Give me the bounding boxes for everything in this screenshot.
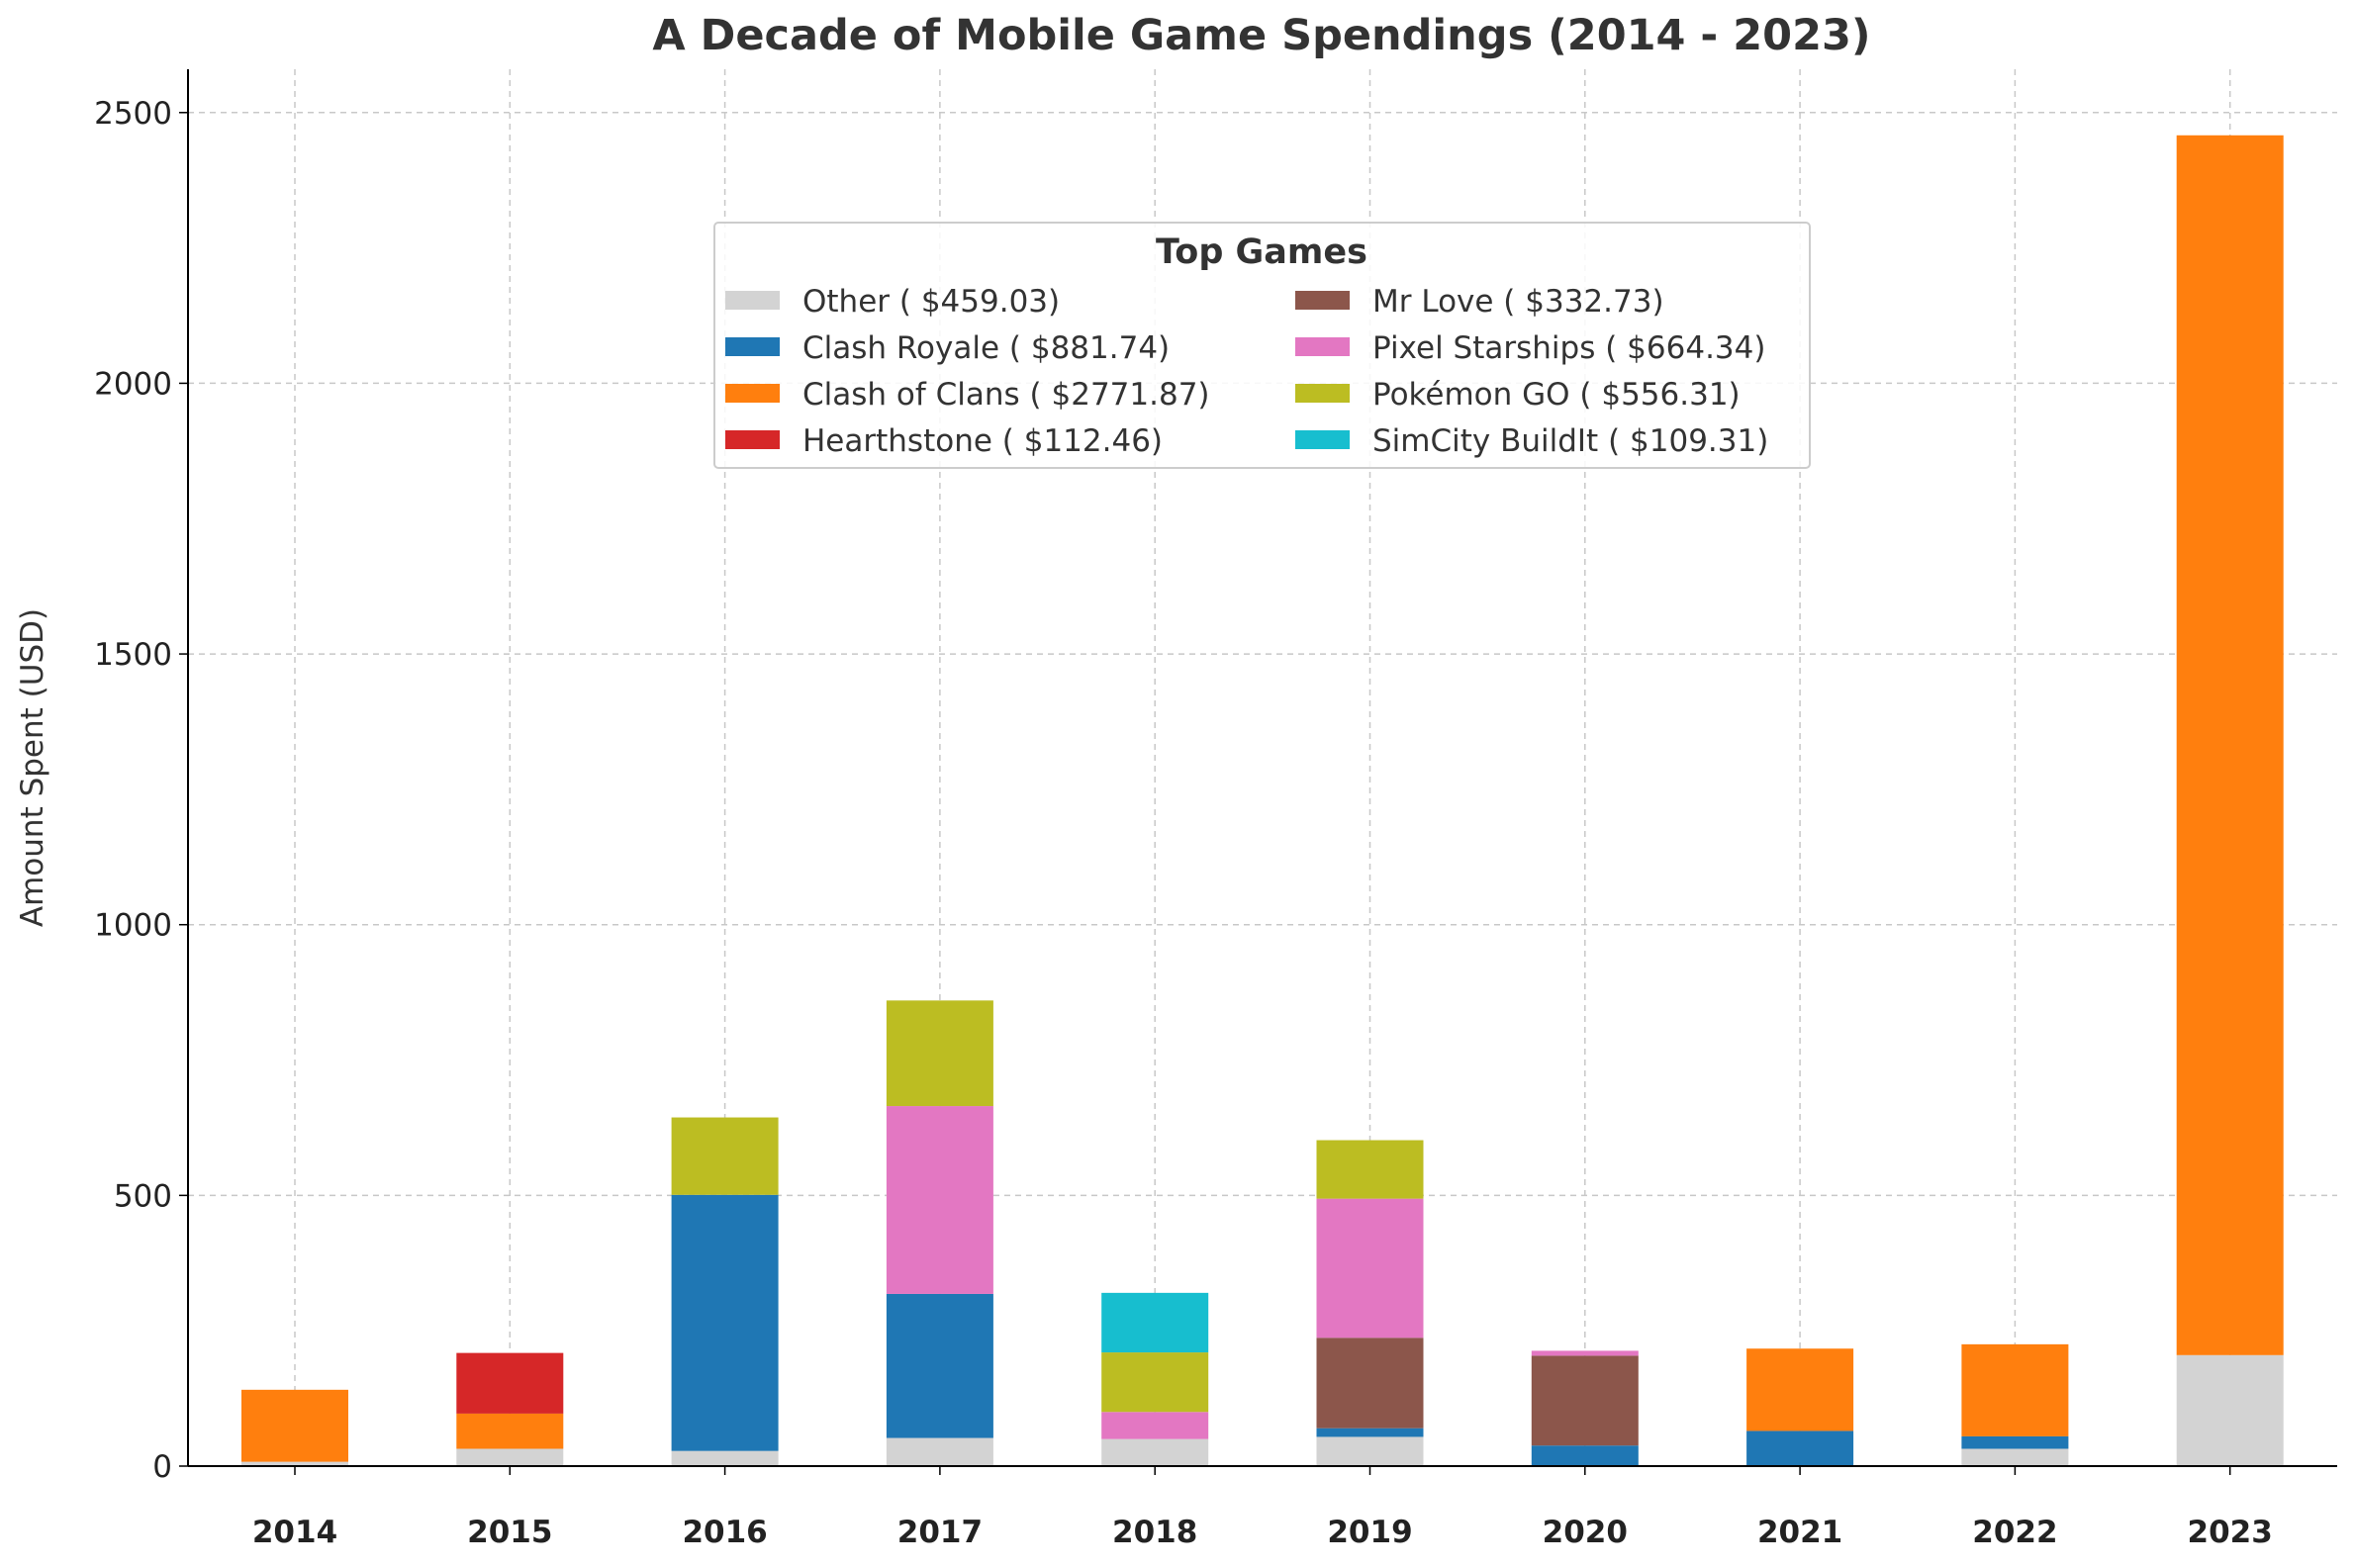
y-tick-label: 500 <box>114 1178 172 1214</box>
legend-swatch <box>1295 291 1350 310</box>
bar-segment <box>1531 1445 1639 1466</box>
x-tick-label: 2020 <box>1543 1515 1628 1550</box>
legend-label: Other ( $459.03) <box>802 284 1060 320</box>
x-tick-label: 2022 <box>1972 1515 2057 1550</box>
x-tick-label: 2018 <box>1112 1515 1197 1550</box>
y-tick-label: 1500 <box>94 637 172 673</box>
x-tick-labels: 2014 2015 2016 2017 2018 2019 2020 2021 2022 2023 <box>252 1466 2273 1550</box>
bar-segment <box>2176 1354 2284 1466</box>
bar-segment <box>886 1437 993 1466</box>
bar-segment <box>1531 1355 1639 1446</box>
legend-label: Hearthstone ( $112.46) <box>802 423 1163 459</box>
x-tick-label: 2016 <box>682 1515 767 1550</box>
bar-segment <box>456 1413 564 1449</box>
chart-title: A Decade of Mobile Game Spendings (2014 … <box>652 11 1870 60</box>
x-tick-label: 2015 <box>467 1515 552 1550</box>
legend-swatch <box>725 430 780 449</box>
x-tick-label: 2021 <box>1757 1515 1842 1550</box>
bar-segment <box>1316 1140 1424 1199</box>
legend-box <box>713 222 1811 469</box>
bar-segment <box>671 1194 779 1451</box>
bar-segment <box>886 1106 993 1294</box>
bar-segment <box>241 1461 348 1466</box>
bar-segment <box>886 1293 993 1438</box>
legend-label: Clash of Clans ( $2771.87) <box>802 377 1210 413</box>
bar-segment <box>886 1000 993 1107</box>
legend-items: Other ( $459.03) Clash Royale ( $881.74) C… <box>725 284 1768 459</box>
legend-swatch <box>725 384 780 403</box>
legend-title: Top Games <box>1156 232 1367 272</box>
legend-label: SimCity BuildIt ( $109.31) <box>1372 423 1768 459</box>
bar-segment <box>1531 1350 1639 1356</box>
x-tick-label: 2023 <box>2188 1515 2273 1550</box>
y-axis-label: Amount Spent (USD) <box>15 608 50 927</box>
bar-segment <box>241 1389 348 1462</box>
bar-segment <box>1316 1428 1424 1437</box>
legend-label: Pokémon GO ( $556.31) <box>1372 377 1741 413</box>
bar-segment <box>456 1448 564 1466</box>
bar-segment <box>1316 1198 1424 1338</box>
bar-segment <box>671 1117 779 1195</box>
axes-layer <box>187 69 2337 1467</box>
y-tick-label: 2000 <box>94 366 172 402</box>
bar-segment <box>1961 1343 2069 1436</box>
y-tick-label: 1000 <box>94 908 172 944</box>
legend-swatch <box>725 337 780 356</box>
legend-swatch <box>1295 337 1350 356</box>
y-tick-labels: 0 500 1000 1500 2000 2500 <box>94 96 188 1485</box>
bar-segment <box>1101 1292 1209 1353</box>
legend-label: Mr Love ( $332.73) <box>1372 284 1664 320</box>
legend-label: Clash Royale ( $881.74) <box>802 330 1170 366</box>
bar-segment <box>1746 1430 1854 1466</box>
bar-segment <box>1316 1436 1424 1466</box>
bar-segment <box>1101 1352 1209 1413</box>
x-tick-label: 2019 <box>1327 1515 1412 1550</box>
legend-swatch <box>1295 384 1350 403</box>
x-tick-label: 2017 <box>897 1515 983 1550</box>
bar-segment <box>1316 1337 1424 1429</box>
y-tick-label: 0 <box>152 1449 172 1485</box>
bar-segment <box>456 1352 564 1414</box>
bars-layer <box>241 135 2284 1466</box>
bar-segment <box>671 1450 779 1466</box>
bar-segment <box>1746 1348 1854 1431</box>
legend-swatch <box>1295 430 1350 449</box>
bar-segment <box>1101 1438 1209 1466</box>
legend-swatch <box>725 291 780 310</box>
bar-segment <box>1961 1435 2069 1449</box>
bar-segment <box>1961 1448 2069 1466</box>
bar-segment <box>1101 1412 1209 1439</box>
legend: Top Games Other ( $459.03) Clash Royale (… <box>713 222 1811 469</box>
bar-segment <box>2176 135 2284 1355</box>
legend-label: Pixel Starships ( $664.34) <box>1372 330 1765 366</box>
y-tick-label: 2500 <box>94 96 172 132</box>
x-tick-label: 2014 <box>252 1515 337 1550</box>
